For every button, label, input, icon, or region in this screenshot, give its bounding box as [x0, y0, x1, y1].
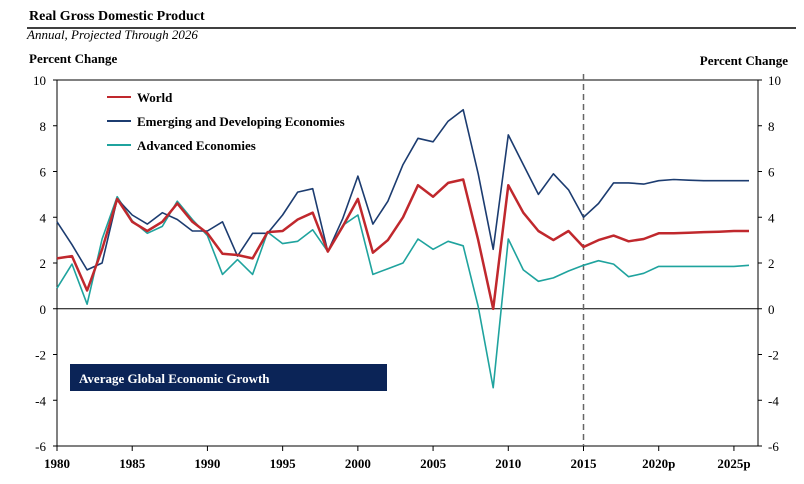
y-tick-label-right-8: 10 — [768, 73, 781, 88]
series-line-emerging-and-developing-economies — [56, 108, 749, 271]
y-tick-label-right-2: -2 — [768, 348, 779, 363]
x-tick-label-4: 2000 — [345, 456, 371, 471]
x-tick-label-0: 1980 — [44, 456, 70, 471]
badge-background — [70, 364, 387, 391]
y-tick-label-left-2: -2 — [35, 348, 46, 363]
y-tick-label-left-4: 2 — [40, 256, 47, 271]
x-tick-label-1: 1985 — [119, 456, 146, 471]
legend-label-advanced: Advanced Economies — [137, 138, 256, 153]
series-line-advanced-economies — [56, 195, 750, 389]
x-tick-label-7: 2015 — [571, 456, 598, 471]
y-tick-label-right-5: 4 — [768, 210, 775, 225]
x-tick-label-2: 1990 — [194, 456, 220, 471]
y-tick-label-right-0: -6 — [768, 439, 779, 454]
chart-title: Real Gross Domestic Product — [29, 9, 205, 24]
x-ticks: 1980 1985 1990 1995 2000 2005 2010 2015 2020p 202… — [44, 446, 751, 471]
y-tick-label-left-7: 8 — [40, 119, 47, 134]
y-tick-label-right-6: 6 — [768, 165, 775, 180]
y-axis-label-left: Percent Change — [29, 51, 117, 66]
x-tick-label-5: 2005 — [420, 456, 447, 471]
x-tick-label-6: 2010 — [495, 456, 521, 471]
y-tick-label-left-1: -4 — [35, 393, 46, 408]
y-ticks-right: -6 -4 -2 0 2 4 6 8 10 — [758, 73, 781, 454]
series-lines — [56, 108, 750, 389]
x-tick-label-9: 2025p — [717, 456, 750, 471]
legend: World Emerging and Developing Economies … — [107, 90, 345, 153]
badge-label: Average Global Economic Growth — [79, 371, 270, 386]
chart-subtitle: Annual, Projected Through 2026 — [26, 27, 198, 42]
y-tick-label-right-4: 2 — [768, 256, 775, 271]
y-tick-label-left-3: 0 — [40, 302, 47, 317]
x-tick-label-3: 1995 — [270, 456, 297, 471]
plot-area-frame — [56, 79, 759, 447]
y-tick-label-left-6: 6 — [40, 165, 47, 180]
y-tick-label-left-5: 4 — [40, 210, 47, 225]
y-tick-label-right-1: -4 — [768, 393, 779, 408]
average-growth-badge: Average Global Economic Growth — [70, 364, 387, 391]
y-tick-label-left-0: -6 — [35, 439, 46, 454]
y-tick-label-right-3: 0 — [768, 302, 775, 317]
x-tick-label-8: 2020p — [642, 456, 675, 471]
y-tick-label-left-8: 10 — [33, 73, 46, 88]
y-axis-label-right: Percent Change — [700, 53, 788, 68]
legend-label-emerging: Emerging and Developing Economies — [137, 114, 345, 129]
y-tick-label-right-7: 8 — [768, 119, 775, 134]
legend-label-world: World — [137, 90, 173, 105]
y-ticks-left: -6 -4 -2 0 2 4 6 8 10 — [33, 73, 57, 454]
series-line-world — [56, 178, 749, 311]
